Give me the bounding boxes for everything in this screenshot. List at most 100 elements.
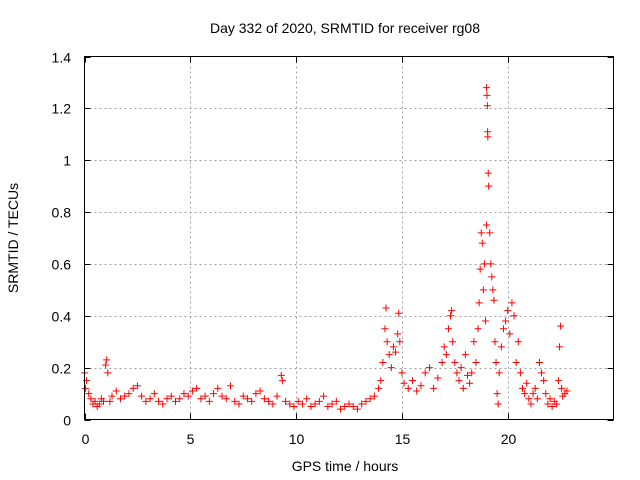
data-point	[556, 343, 564, 351]
data-point	[311, 400, 319, 408]
data-point	[129, 384, 137, 392]
data-point	[394, 330, 402, 338]
data-point	[512, 358, 520, 366]
data-point	[294, 397, 302, 405]
data-point	[487, 260, 495, 268]
data-point	[320, 392, 328, 400]
data-point	[366, 395, 374, 403]
data-point	[529, 390, 537, 398]
data-point	[303, 395, 311, 403]
data-point	[480, 260, 488, 268]
data-point	[389, 343, 397, 351]
data-point	[398, 369, 406, 377]
data-point	[457, 364, 465, 372]
data-point	[125, 390, 133, 398]
data-point	[214, 384, 222, 392]
data-point	[396, 338, 404, 346]
data-point	[328, 400, 336, 408]
data-point	[121, 392, 129, 400]
data-point	[483, 91, 491, 99]
data-point	[85, 390, 93, 398]
data-point	[554, 377, 562, 385]
data-point	[222, 395, 230, 403]
data-point	[104, 369, 112, 377]
data-point	[493, 390, 501, 398]
data-layer	[81, 84, 571, 413]
grid-layer	[84, 56, 614, 420]
data-point	[408, 377, 416, 385]
data-point	[167, 392, 175, 400]
data-point	[133, 382, 141, 390]
data-point	[218, 392, 226, 400]
data-point	[337, 405, 345, 413]
data-point	[103, 356, 111, 364]
data-point	[205, 397, 213, 405]
plot-frame	[84, 56, 614, 420]
data-point	[252, 390, 260, 398]
data-point	[476, 265, 484, 273]
data-point	[492, 358, 500, 366]
data-point	[324, 403, 332, 411]
data-point	[491, 338, 499, 346]
data-point	[112, 387, 120, 395]
data-point	[546, 395, 554, 403]
data-point	[358, 400, 366, 408]
data-point	[472, 358, 480, 366]
data-point	[193, 384, 201, 392]
data-point	[197, 395, 205, 403]
data-point	[475, 299, 483, 307]
data-point	[538, 369, 546, 377]
y-axis-title: SRMTID / TECUs	[5, 183, 21, 293]
data-point	[332, 397, 340, 405]
data-point	[341, 403, 349, 411]
data-point	[514, 338, 522, 346]
y-tick-label: 0.2	[52, 361, 72, 377]
data-point	[434, 374, 442, 382]
data-point	[108, 392, 116, 400]
data-point	[210, 390, 218, 398]
data-point	[413, 387, 421, 395]
data-point	[451, 358, 459, 366]
data-point	[544, 400, 552, 408]
data-point	[395, 309, 403, 317]
data-point	[282, 397, 290, 405]
data-point	[171, 397, 179, 405]
data-point	[557, 322, 565, 330]
data-point	[349, 403, 357, 411]
data-point	[142, 397, 150, 405]
data-point	[459, 384, 467, 392]
data-point	[453, 369, 461, 377]
y-tick-label: 1.4	[52, 50, 72, 66]
data-point	[377, 377, 385, 385]
data-point	[488, 273, 496, 281]
data-point	[519, 384, 527, 392]
data-point	[548, 403, 556, 411]
data-point	[248, 397, 256, 405]
data-point	[278, 377, 286, 385]
data-point	[463, 371, 471, 379]
axis-layer: 0 5 10 15 20 0 0.2 0.4 0.6 0.8 1 1.2 1.4	[52, 50, 614, 447]
data-point	[438, 358, 446, 366]
data-point	[484, 133, 492, 141]
data-point	[290, 403, 298, 411]
data-point	[353, 405, 361, 413]
data-point	[87, 395, 95, 403]
data-point	[533, 395, 541, 403]
data-point	[442, 351, 450, 359]
data-point	[95, 400, 103, 408]
data-point	[489, 286, 497, 294]
y-tick-label: 1	[63, 153, 71, 169]
data-point	[485, 182, 493, 190]
data-point	[440, 343, 448, 351]
data-point	[535, 358, 543, 366]
data-point	[421, 369, 429, 377]
data-point	[176, 395, 184, 403]
x-tick-label: 5	[187, 431, 195, 447]
data-point	[362, 397, 370, 405]
data-point	[231, 397, 239, 405]
data-point	[540, 377, 548, 385]
data-point	[444, 325, 452, 333]
data-point	[381, 325, 389, 333]
y-tick-label: 0.8	[52, 205, 72, 221]
data-point	[286, 400, 294, 408]
